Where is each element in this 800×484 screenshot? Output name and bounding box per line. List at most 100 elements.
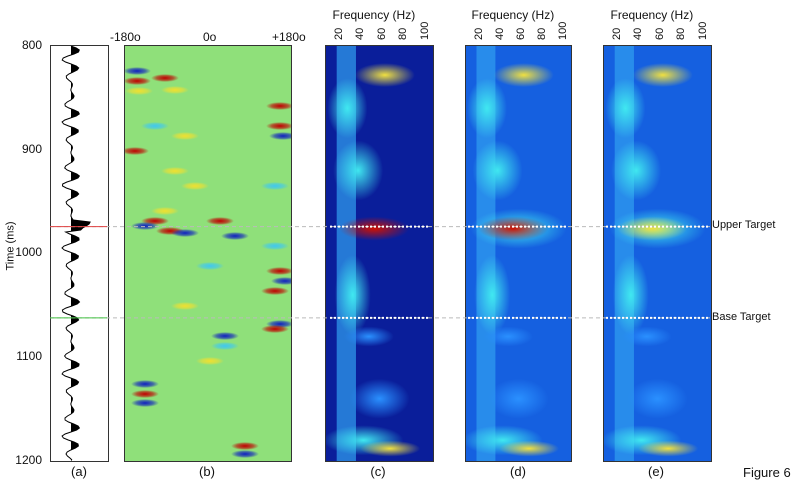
spectral-blob	[483, 326, 533, 347]
x-tick: 20	[333, 27, 345, 40]
spectral-blob	[349, 378, 410, 419]
panel-e-spectrum	[603, 45, 712, 462]
phase-blob	[131, 222, 159, 230]
spectral-blob	[627, 378, 688, 419]
spectral-blob	[632, 63, 693, 88]
spectral-blob	[605, 78, 646, 139]
x-tick: 40	[494, 27, 506, 40]
x-axis-label: Frequency (Hz)	[471, 8, 555, 22]
panel-label: (e)	[648, 464, 664, 479]
trace-fill	[71, 46, 91, 461]
x-tick: +180o	[272, 30, 306, 44]
panel-label: (d)	[510, 464, 526, 479]
phase-blob	[266, 267, 291, 275]
phase-blob	[269, 132, 291, 140]
x-tick: 100	[557, 21, 569, 40]
phase-blob	[151, 74, 179, 82]
phase-blob	[266, 102, 291, 110]
phase-blob	[161, 167, 189, 175]
x-tick: 20	[611, 27, 623, 40]
phase-blob	[181, 182, 209, 190]
trace-wiggle	[61, 46, 91, 461]
x-tick: 40	[632, 27, 645, 40]
spectral-blob	[638, 440, 699, 457]
phase-blob	[221, 232, 249, 240]
x-tick: 20	[473, 27, 485, 40]
x-tick: 0o	[203, 30, 217, 44]
x-tick: 60	[375, 27, 388, 40]
phase-blob	[261, 287, 289, 295]
x-tick: 100	[696, 21, 709, 40]
spectral-blob	[333, 140, 384, 201]
spectral-blob	[343, 326, 394, 347]
spectral-blob	[611, 140, 662, 201]
x-tick: 80	[675, 27, 688, 40]
spectral-blob	[334, 255, 371, 335]
spectral-blob	[621, 326, 672, 347]
phase-blob	[206, 217, 234, 225]
phase-blob	[231, 450, 259, 458]
x-tick: -180o	[110, 30, 141, 44]
panel-label: (a)	[71, 464, 87, 479]
x-tick: 60	[515, 27, 527, 40]
y-tick: 1000	[15, 245, 42, 259]
spectral-blob	[467, 78, 507, 139]
trace-line	[61, 46, 91, 461]
spectral-blob	[488, 378, 549, 419]
phase-blob	[231, 442, 259, 450]
y-tick: 800	[21, 38, 42, 52]
phase-blob	[141, 122, 169, 130]
spectral-blob	[354, 63, 415, 88]
panel-c-spectrum	[325, 45, 434, 462]
panel-a-trace	[50, 45, 109, 462]
x-axis-label: Frequency (Hz)	[332, 8, 416, 22]
spectral-heatmap	[604, 46, 706, 461]
spectral-blob	[493, 63, 554, 88]
phase-blob	[211, 342, 239, 350]
spectral-heatmap	[326, 46, 421, 461]
phase-blob	[161, 86, 189, 94]
x-tick: 100	[418, 21, 431, 40]
panel-label: (c)	[370, 464, 386, 479]
y-tick: 900	[21, 142, 42, 156]
spectral-blob	[478, 216, 549, 241]
phase-blob	[211, 332, 239, 340]
spectral-blob	[474, 255, 511, 335]
phase-blob	[125, 77, 151, 85]
figure-label: Figure 6	[743, 465, 791, 480]
spectral-heatmap	[466, 46, 567, 461]
phase-blob	[261, 325, 289, 333]
phase-blob	[196, 357, 224, 365]
phase-blob	[196, 262, 224, 270]
phase-blob	[131, 399, 159, 407]
phase-blob	[131, 380, 159, 388]
phase-blob	[125, 147, 149, 155]
x-tick: 80	[397, 27, 410, 40]
spectral-blob	[360, 440, 421, 457]
spectral-blob	[612, 255, 649, 335]
panel-d-spectrum	[465, 45, 572, 462]
spectral-blob	[617, 216, 688, 241]
x-tick: 80	[536, 27, 548, 40]
x-axis-label: Frequency (Hz)	[610, 8, 694, 22]
x-tick: 40	[354, 27, 367, 40]
x-tick: 60	[653, 27, 666, 40]
phase-blob	[261, 242, 289, 250]
panel-b-phase	[124, 45, 292, 462]
spectral-blob	[339, 216, 410, 241]
y-tick: 1200	[15, 453, 42, 467]
upper-target-label: Upper Target	[712, 219, 776, 231]
phase-blob	[125, 87, 153, 95]
spectral-blob	[499, 440, 559, 457]
spectral-blob	[327, 78, 368, 139]
panel-label: (b)	[199, 464, 215, 479]
phase-blob	[266, 122, 291, 130]
phase-blob	[131, 390, 159, 398]
y-tick: 1100	[16, 349, 42, 363]
phase-blob	[271, 277, 291, 285]
phase-blob	[171, 132, 199, 140]
phase-blob	[171, 302, 199, 310]
phase-blob	[151, 207, 179, 215]
base-target-label: Base Target	[712, 311, 771, 323]
